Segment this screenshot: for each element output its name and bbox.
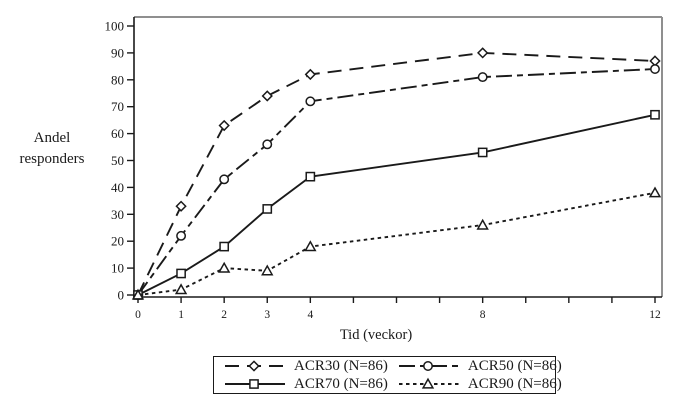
y-tick-label: 10 — [111, 261, 124, 276]
triangle-marker — [174, 283, 188, 295]
diamond-marker — [175, 200, 187, 212]
square-marker — [305, 171, 316, 182]
legend-label-acr70: ACR70 (N=86) — [294, 375, 388, 392]
triangle-marker — [217, 261, 231, 273]
y-axis-ticks: 0 10 20 30 40 50 60 70 80 90 100 — [105, 19, 134, 303]
square-marker — [176, 268, 186, 279]
legend-label-acr90: ACR90 (N=86) — [467, 375, 562, 392]
series-line-acr90 — [137, 191, 656, 296]
legend-box: ACR30 (N=86) ACR50 (N=86) ACR70 (N=86) ACR9… — [213, 356, 562, 394]
diamond-marker — [218, 119, 230, 132]
x-tick-label: 1 — [178, 309, 184, 321]
triangle-marker — [261, 264, 274, 276]
x-tick-label: 4 — [307, 309, 313, 321]
y-tick-label: 20 — [111, 234, 124, 249]
x-axis-label: Tid (veckor) — [339, 327, 413, 343]
legend-item-acr70: ACR70 (N=86) — [214, 376, 388, 393]
x-tick-label: 8 — [480, 309, 486, 321]
y-tick-label: 30 — [111, 207, 124, 222]
series-acr70 — [133, 109, 660, 300]
circle-marker — [305, 96, 316, 107]
square-marker — [219, 241, 230, 252]
legend-sample-acr50 — [398, 361, 459, 371]
square-marker — [262, 204, 273, 214]
x-tick-label: 0 — [135, 309, 141, 321]
triangle-marker — [131, 288, 145, 300]
triangle-marker — [476, 218, 489, 230]
y-tick-label: 40 — [111, 180, 124, 195]
y-tick-label: 100 — [105, 19, 125, 34]
series-line-acr30 — [137, 51, 656, 296]
circle-marker — [650, 64, 660, 74]
square-marker — [477, 147, 488, 158]
circle-marker — [422, 361, 433, 371]
y-tick-label: 90 — [111, 45, 124, 60]
x-tick-label: 3 — [264, 309, 270, 321]
legend-sample-acr30 — [225, 360, 285, 372]
plot-frame — [134, 16, 663, 297]
series-acr50 — [133, 64, 660, 300]
legend-item-acr30: ACR30 (N=86) — [214, 358, 388, 375]
legend-label-acr30: ACR30 (N=86) — [294, 357, 388, 374]
series-acr30 — [132, 47, 661, 301]
diamond-marker — [261, 90, 273, 102]
axes — [133, 17, 662, 298]
triangle-marker — [304, 240, 317, 252]
legend-item-acr50: ACR50 (N=86) — [388, 358, 562, 375]
series-line-acr70 — [137, 113, 656, 296]
circle-marker — [262, 139, 273, 150]
diamond-marker — [248, 360, 260, 372]
y-axis-label: Andel responders — [19, 130, 85, 167]
legend-item-acr90: ACR90 (N=86) — [388, 376, 562, 393]
legend-sample-acr70 — [225, 379, 285, 389]
series-line-acr50 — [137, 68, 656, 296]
triangle-marker — [421, 377, 435, 389]
diamond-marker — [477, 47, 489, 59]
triangle-marker — [648, 186, 662, 198]
chart-area: 0 10 20 30 40 50 60 70 80 90 100 0 1 2 3 4 8 12 — [105, 16, 663, 321]
legend-label-acr50: ACR50 (N=86) — [467, 357, 562, 374]
circle-marker — [176, 230, 187, 241]
legend-sample-acr90 — [398, 377, 459, 389]
y-tick-label: 60 — [111, 126, 124, 141]
x-axis-ticks: 0 1 2 3 4 8 12 — [135, 297, 661, 321]
series-acr90 — [131, 186, 662, 300]
diamond-marker — [304, 68, 316, 81]
y-tick-label: 50 — [111, 153, 124, 168]
square-marker — [650, 109, 660, 120]
x-tick-label: 12 — [649, 309, 661, 321]
y-tick-label: 70 — [111, 99, 124, 114]
x-tick-label: 2 — [221, 309, 227, 321]
y-tick-label: 80 — [111, 72, 124, 87]
circle-marker — [477, 72, 488, 83]
y-tick-label: 0 — [118, 288, 125, 303]
circle-marker — [219, 174, 230, 185]
square-marker — [249, 379, 259, 389]
